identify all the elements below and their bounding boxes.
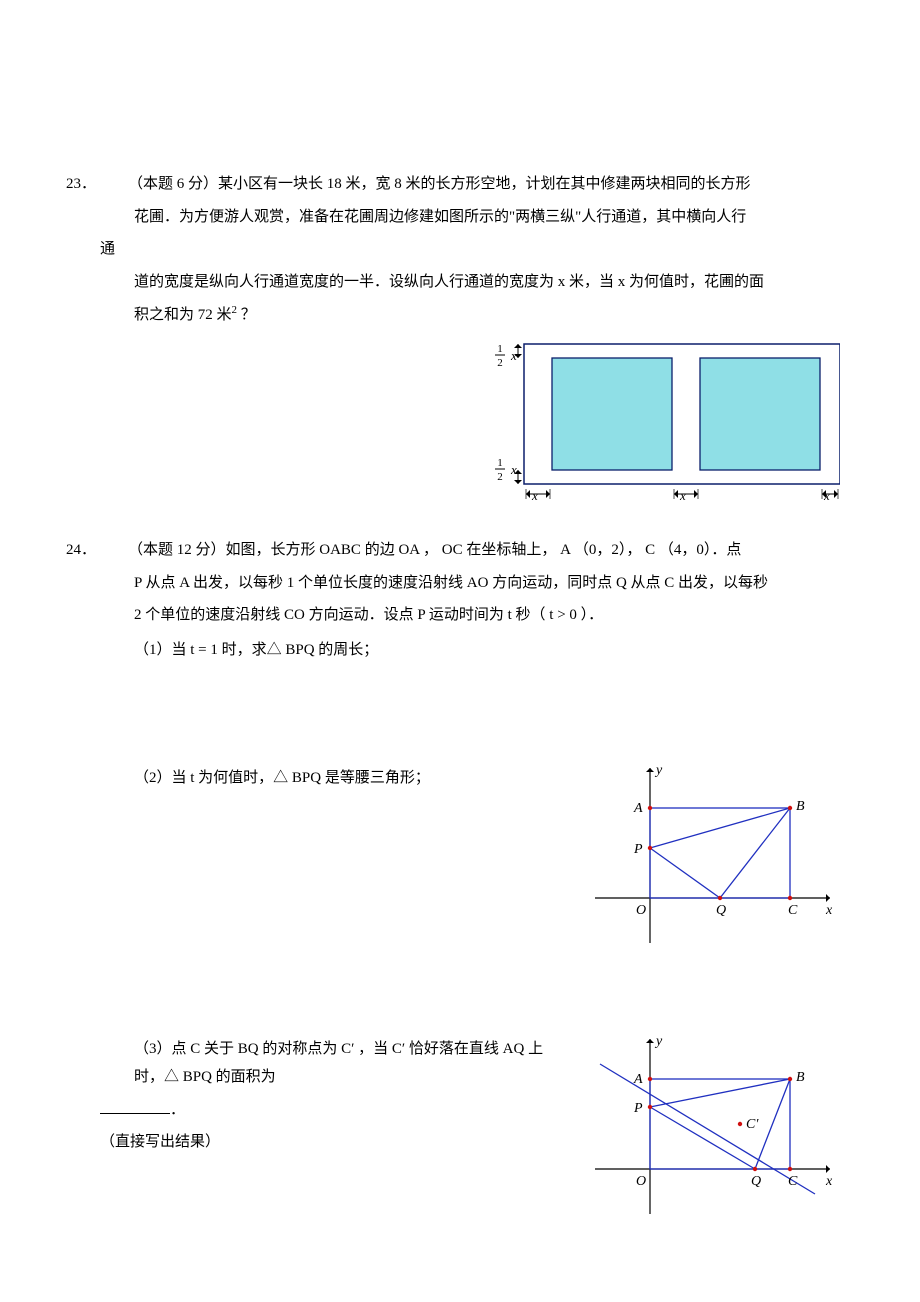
q24-line1: 24．（本题 12 分）如图，长方形 OABC 的边 OA ， OC 在坐标轴上… <box>100 536 840 565</box>
question-23: 23．（本题 6 分）某小区有一块长 18 米，宽 8 米的长方形空地，计划在其… <box>100 170 840 516</box>
svg-text:2: 2 <box>497 471 503 483</box>
q23-line5: 积之和为 72 米2 ？ <box>100 300 840 330</box>
svg-text:Q: Q <box>716 903 726 918</box>
q24-line2: P 从点 A 出发，以每秒 1 个单位长度的速度沿射线 AO 方向运动，同时点 … <box>100 569 840 598</box>
q23-line2: 花圃．为方便游人观赏，准备在花圃周边修建如图所示的"两横三纵"人行通道，其中横向… <box>100 203 840 232</box>
svg-text:B: B <box>796 1070 805 1085</box>
q24-p3a: （3）点 C 关于 BQ 的对称点为 C′ ，当 C′ 恰好落在直线 AQ 上时… <box>134 1041 543 1086</box>
answer-blank <box>100 1098 170 1114</box>
question-24: 24．（本题 12 分）如图，长方形 OABC 的边 OA ， OC 在坐标轴上… <box>100 536 840 1239</box>
q23-line4: 道的宽度是纵向人行通道宽度的一半．设纵向人行通道的宽度为 x 米，当 x 为何值… <box>100 268 840 297</box>
q23-l1-rest: 某小区有一块长 18 米，宽 8 米的长方形空地，计划在其中修建两块相同的长方形 <box>218 176 751 192</box>
q24-points: （本题 12 分） <box>128 542 226 558</box>
q23-l5c: ？ <box>237 307 256 323</box>
svg-text:x: x <box>823 488 830 503</box>
svg-text:1: 1 <box>497 343 503 355</box>
q24-l1-rest: 如图，长方形 OABC 的边 OA ， OC 在坐标轴上， A （0，2）， C… <box>226 542 742 558</box>
svg-text:A: A <box>633 801 643 816</box>
q24-p3b: ． <box>170 1102 185 1118</box>
q23-number: 23． <box>100 170 128 199</box>
svg-text:y: y <box>654 1034 663 1049</box>
q24-svg2: C′ O A B C P Qy x <box>580 1029 840 1229</box>
svg-text:P: P <box>633 1101 643 1116</box>
q23-svg: 12x12xxxx <box>470 334 840 506</box>
svg-text:2: 2 <box>497 357 503 369</box>
svg-text:x: x <box>510 348 517 363</box>
svg-text:P: P <box>633 842 643 857</box>
svg-text:x: x <box>679 488 686 503</box>
svg-text:C: C <box>788 903 798 918</box>
svg-text:B: B <box>796 799 805 814</box>
q24-diagram1: O A B C P Qy x <box>580 758 840 969</box>
q23-diagram: 12x12xxxx <box>470 334 840 517</box>
q23-line3-left: 通 <box>100 235 840 264</box>
q24-number: 24． <box>100 536 128 565</box>
svg-text:Q: Q <box>751 1174 761 1189</box>
q24-svg1: O A B C P Qy x <box>580 758 840 958</box>
q23-points: （本题 6 分） <box>128 176 218 192</box>
svg-text:O: O <box>636 903 646 918</box>
q23-l5a: 积之和为 72 米 <box>134 307 232 323</box>
svg-text:1: 1 <box>497 457 503 469</box>
svg-text:x: x <box>825 1174 833 1189</box>
q24-diagram2: C′ O A B C P Qy x <box>580 1029 840 1240</box>
q24-line3: 2 个单位的速度沿射线 CO 方向运动．设点 P 运动时间为 t 秒（ t > … <box>100 601 840 630</box>
q23-line1: 23．（本题 6 分）某小区有一块长 18 米，宽 8 米的长方形空地，计划在其… <box>100 170 840 199</box>
svg-text:x: x <box>510 462 517 477</box>
svg-text:C′: C′ <box>746 1117 759 1132</box>
q24-part1: （1）当 t = 1 时，求△ BPQ 的周长； <box>100 636 840 665</box>
svg-text:A: A <box>633 1072 643 1087</box>
svg-text:O: O <box>636 1174 646 1189</box>
svg-text:y: y <box>654 763 663 778</box>
svg-text:x: x <box>531 488 538 503</box>
svg-text:C: C <box>788 1174 798 1189</box>
svg-text:x: x <box>825 903 833 918</box>
